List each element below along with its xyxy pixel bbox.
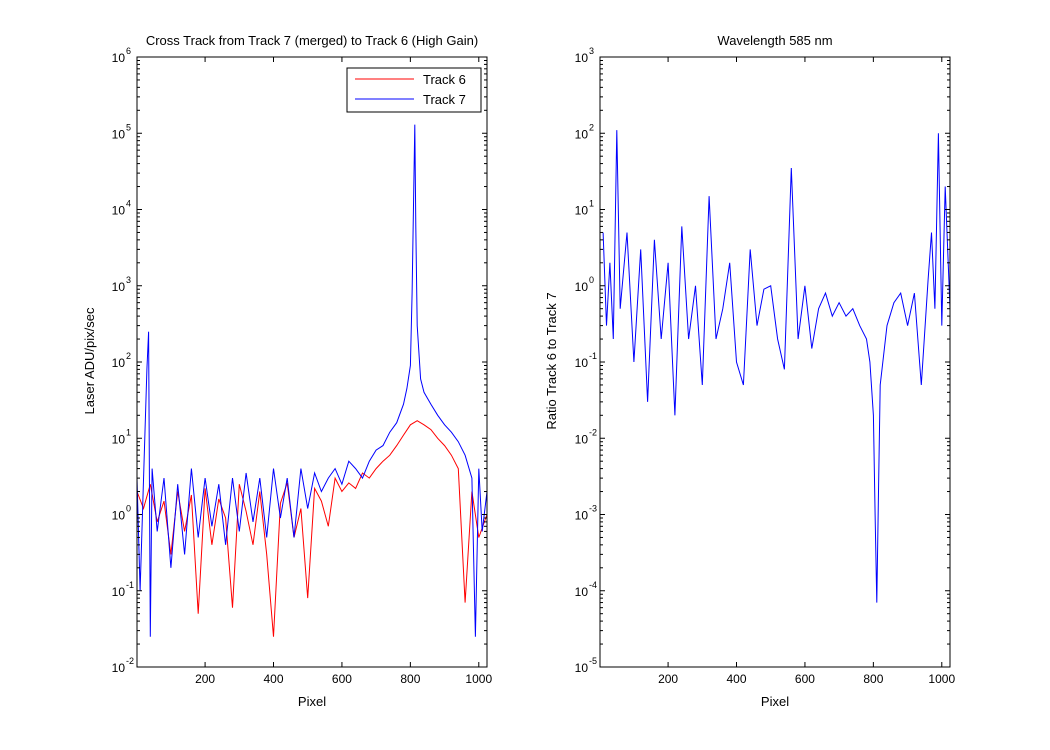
y-tick-label: 10	[575, 204, 589, 218]
series-line-track-6	[136, 420, 488, 637]
right-axes-box	[599, 56, 951, 668]
x-tick-label: 800	[400, 672, 420, 686]
y-tick-label: 10	[112, 280, 126, 294]
y-tick-exponent: 0	[589, 275, 594, 285]
y-tick-label: 10	[575, 432, 589, 446]
left-ylabel: Laser ADU/pix/sec	[82, 307, 97, 414]
series-line-track-7	[136, 124, 488, 637]
y-tick-exponent: -3	[589, 504, 597, 514]
left-panel: Cross Track from Track 7 (merged) to Tra…	[82, 33, 492, 709]
y-tick-exponent: 4	[126, 199, 131, 209]
right-xlabel: Pixel	[761, 694, 789, 709]
x-tick-label: 1000	[465, 672, 492, 686]
y-tick-label: 10	[575, 51, 589, 65]
y-tick-exponent: -2	[589, 427, 597, 437]
x-tick-label: 200	[195, 672, 215, 686]
y-tick-exponent: -5	[589, 656, 597, 666]
x-tick-label: 200	[658, 672, 678, 686]
y-tick-exponent: 5	[126, 122, 131, 132]
y-tick-label: 10	[575, 661, 589, 675]
y-tick-label: 10	[112, 509, 126, 523]
left-series-layer	[136, 124, 488, 637]
x-tick-label: 800	[863, 672, 883, 686]
series-line-ratio	[602, 130, 951, 603]
y-tick-exponent: 0	[126, 504, 131, 514]
y-tick-label: 10	[575, 509, 589, 523]
y-tick-label: 10	[575, 280, 589, 294]
y-tick-label: 10	[575, 585, 589, 599]
y-tick-exponent: 2	[126, 351, 131, 361]
y-tick-label: 10	[575, 127, 589, 141]
legend: Track 6 Track 7	[346, 67, 482, 113]
x-tick-label: 1000	[928, 672, 955, 686]
y-tick-label: 10	[112, 204, 126, 218]
right-chart-title: Wavelength 585 nm	[717, 33, 832, 48]
y-tick-label: 10	[112, 585, 126, 599]
y-tick-label: 10	[575, 356, 589, 370]
y-tick-exponent: -2	[126, 656, 134, 666]
legend-box	[346, 67, 482, 113]
x-tick-label: 600	[332, 672, 352, 686]
y-tick-label: 10	[112, 432, 126, 446]
y-tick-label: 10	[112, 127, 126, 141]
right-panel: Wavelength 585 nm Pixel Ratio Track 6 to…	[544, 33, 955, 709]
y-tick-exponent: 2	[589, 122, 594, 132]
y-tick-exponent: 6	[126, 46, 131, 56]
left-chart-title: Cross Track from Track 7 (merged) to Tra…	[146, 33, 478, 48]
legend-label-track6: Track 6	[423, 72, 466, 87]
x-tick-label: 400	[263, 672, 283, 686]
y-tick-exponent: -4	[589, 580, 597, 590]
y-tick-exponent: -1	[589, 351, 597, 361]
y-tick-label: 10	[112, 51, 126, 65]
y-tick-exponent: 3	[589, 46, 594, 56]
right-series-layer	[602, 130, 951, 603]
y-tick-exponent: 1	[589, 199, 594, 209]
left-xlabel: Pixel	[298, 694, 326, 709]
y-tick-label: 10	[112, 356, 126, 370]
left-axes-box	[136, 56, 488, 668]
y-tick-exponent: -1	[126, 580, 134, 590]
right-ylabel: Ratio Track 6 to Track 7	[544, 292, 559, 429]
y-tick-exponent: 1	[126, 427, 131, 437]
x-tick-label: 400	[726, 672, 746, 686]
y-tick-label: 10	[112, 661, 126, 675]
legend-label-track7: Track 7	[423, 92, 466, 107]
y-tick-exponent: 3	[126, 275, 131, 285]
x-tick-label: 600	[795, 672, 815, 686]
